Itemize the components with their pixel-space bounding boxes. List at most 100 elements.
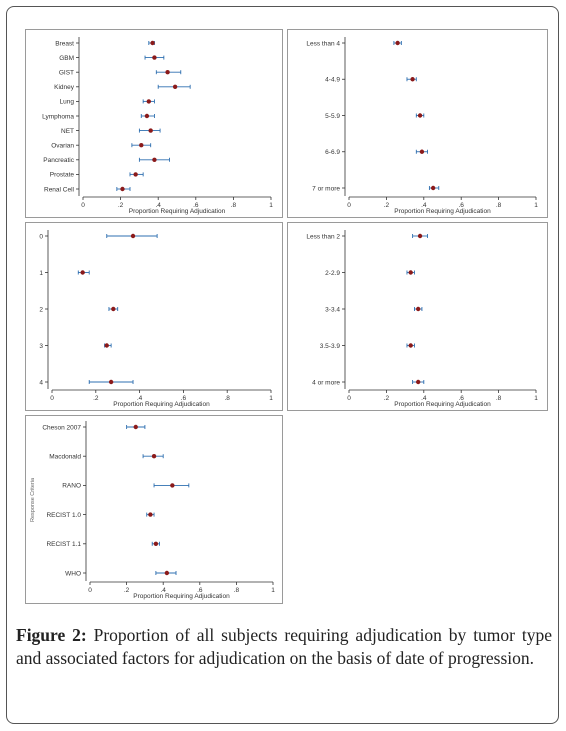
estimate-point	[419, 149, 425, 154]
x-tick-label: 0	[50, 395, 54, 402]
category-label: RECIST 1.0	[46, 512, 81, 519]
x-tick-label: 0	[347, 202, 351, 209]
estimate-point	[170, 483, 175, 488]
x-tick-label: .4	[155, 202, 161, 209]
estimate-point	[415, 306, 421, 312]
category-label: 2-2.9	[325, 270, 340, 277]
category-label: 2	[39, 306, 43, 313]
category-label: Lymphoma	[42, 113, 74, 120]
category-label: Kidney	[54, 84, 75, 91]
x-tick-label: 1	[269, 202, 273, 209]
estimate-point	[150, 40, 155, 46]
x-tick-label: .6	[197, 587, 203, 594]
x-tick-label: 0	[88, 587, 92, 594]
category-label: WHO	[65, 570, 81, 577]
category-label: Breast	[55, 40, 74, 47]
category-label: Lung	[60, 99, 75, 106]
x-tick-label: .6	[181, 395, 187, 402]
category-label: Pancreatic	[43, 157, 74, 164]
estimate-point	[417, 113, 423, 118]
estimate-point	[408, 270, 413, 275]
x-tick-label: .4	[160, 587, 166, 594]
category-label: 1	[39, 270, 43, 277]
chart-panel-factor-c: 0 .2 .4 .6 .8 1 Proportion Requiring Adjudicat…	[287, 222, 548, 411]
estimate-point	[111, 306, 116, 312]
category-label: 5-5.9	[325, 113, 340, 120]
chart-panel-tumor-type: 0 .2 .4 .6 .8 1 Proportion Requiring Adjudicat…	[25, 29, 283, 218]
estimate-point	[408, 343, 413, 348]
x-tick-label: .4	[421, 202, 427, 209]
estimate-point	[164, 570, 170, 576]
chart-svg: 0 .2 .4 .6 .8 1 Proportion Requiring Adjudicat…	[42, 37, 273, 215]
estimate-point	[148, 512, 153, 517]
estimate-point	[430, 185, 436, 191]
figure-caption: Figure 2: Proportion of all subjects req…	[16, 624, 552, 670]
estimate-point	[415, 379, 421, 385]
category-label: RECIST 1.1	[46, 541, 81, 548]
estimate-point	[120, 186, 125, 192]
chart-svg: 0 .2 .4 .6 .8 1 Proportion Requiring Adjudicat…	[306, 37, 538, 215]
x-tick-label: .2	[384, 202, 390, 209]
x-tick-label: .4	[137, 395, 143, 402]
x-axis-title: Proportion Requiring Adjudication	[394, 208, 491, 215]
estimate-point	[153, 541, 159, 546]
x-tick-label: 0	[81, 202, 85, 209]
category-label: GIST	[59, 70, 74, 77]
estimate-point	[151, 454, 157, 459]
estimate-point	[148, 128, 153, 133]
x-tick-label: .6	[458, 202, 464, 209]
estimate-point	[152, 157, 157, 162]
chart-svg: 0 .2 .4 .6 .8 1 Proportion Requiring Adjudicat…	[306, 230, 538, 408]
category-label: GBM	[59, 55, 74, 62]
estimate-point	[139, 143, 144, 148]
x-tick-label: .6	[193, 202, 199, 209]
x-tick-label: .8	[234, 587, 240, 594]
figure-frame	[6, 6, 559, 724]
x-axis-title: Proportion Requiring Adjudication	[129, 208, 226, 215]
category-label: 7 or more	[312, 185, 340, 192]
x-tick-label: .4	[421, 395, 427, 402]
estimate-point	[417, 233, 423, 239]
category-label: Less than 2	[306, 233, 340, 240]
x-tick-label: .8	[496, 202, 502, 209]
estimate-point	[80, 270, 85, 275]
category-label: 0	[39, 233, 43, 240]
x-tick-label: .8	[496, 395, 502, 402]
x-tick-label: .8	[231, 202, 237, 209]
x-axis-title: Proportion Requiring Adjudication	[394, 401, 491, 408]
chart-panel-factor-b: 0 .2 .4 .6 .8 1 Proportion Requiring Adjudicat…	[25, 222, 283, 411]
category-label: 3-3.4	[325, 306, 340, 313]
category-label: 4-4.9	[325, 77, 340, 84]
caption-label: Figure 2:	[16, 625, 87, 645]
estimate-point	[395, 40, 400, 46]
estimate-point	[133, 424, 138, 430]
category-label: 6-6.9	[325, 149, 340, 156]
caption-text: Proportion of all subjects requiring adj…	[16, 625, 552, 668]
estimate-point	[108, 379, 114, 385]
estimate-point	[133, 172, 138, 177]
category-label: 3	[39, 343, 43, 350]
chart-panel-factor-a: 0 .2 .4 .6 .8 1 Proportion Requiring Adjudicat…	[287, 29, 548, 218]
x-tick-label: .8	[224, 395, 230, 402]
x-tick-label: 1	[271, 587, 275, 594]
x-axis-title: Proportion Requiring Adjudication	[133, 593, 230, 600]
estimate-point	[130, 233, 136, 239]
x-tick-label: 1	[269, 395, 273, 402]
category-label: Cheson 2007	[42, 424, 81, 431]
category-label: Ovarian	[51, 143, 74, 150]
estimate-point	[146, 99, 151, 104]
category-label: RANO	[62, 483, 81, 490]
x-tick-label: .2	[124, 587, 130, 594]
estimate-point	[410, 77, 415, 82]
category-label: 4 or more	[312, 379, 340, 386]
y-axis-title: Response Criteria	[30, 477, 36, 522]
estimate-point	[104, 343, 109, 348]
x-axis-title: Proportion Requiring Adjudication	[113, 401, 210, 408]
x-tick-label: .6	[458, 395, 464, 402]
estimate-point	[152, 55, 157, 60]
chart-svg: 0 .2 .4 .6 .8 1 Proportion Requiring Adjudicat…	[39, 230, 273, 408]
category-label: NET	[61, 128, 74, 135]
category-label: Macdonald	[49, 454, 81, 461]
x-tick-label: 1	[534, 202, 538, 209]
estimate-point	[172, 84, 178, 89]
